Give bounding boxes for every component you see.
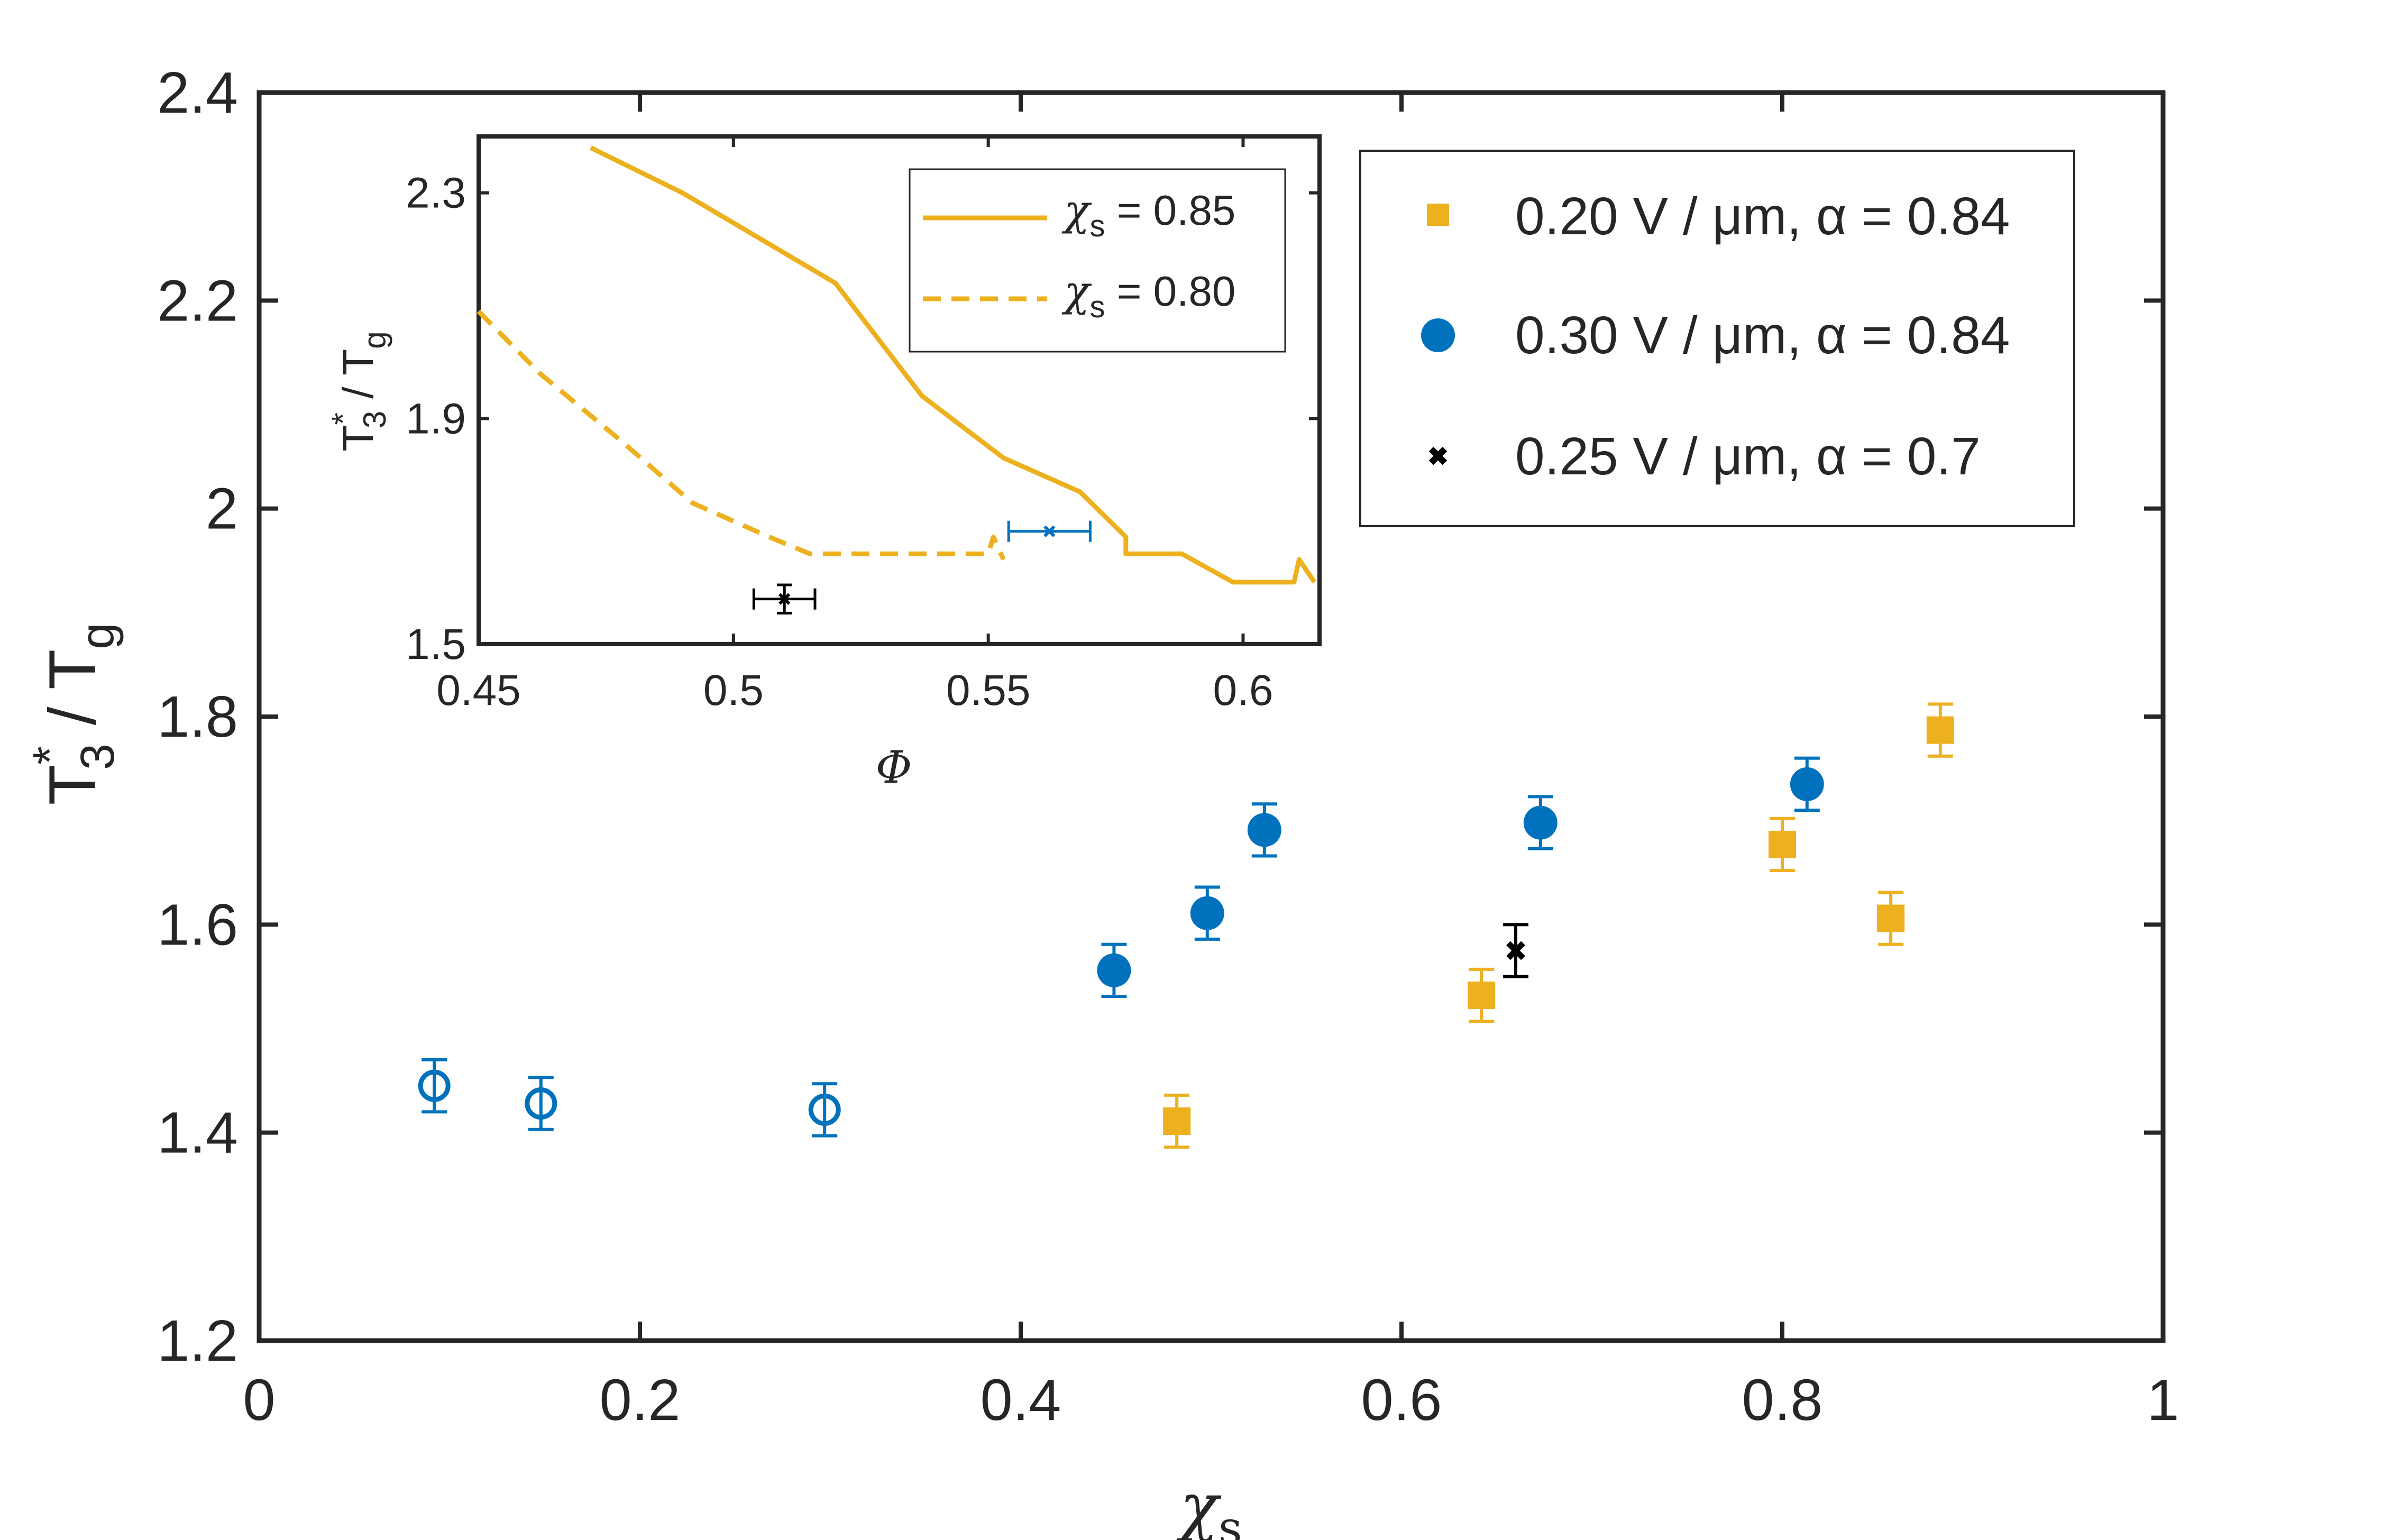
main-ytick-label: 1.2 <box>157 1308 238 1373</box>
main-point-s1 <box>1523 795 1558 850</box>
inset-xlabel: Φ <box>876 741 912 793</box>
main-circle-marker <box>1790 767 1824 801</box>
main-open-circle-marker <box>418 1069 451 1102</box>
main-square-marker <box>1877 904 1905 932</box>
main-point-s1 <box>808 1082 841 1138</box>
legend-label-0: 0.20 V / μm, α = 0.84 <box>1515 187 2010 246</box>
inset-point-s2 <box>1007 520 1092 542</box>
legend-label-2: 0.25 V / μm, α = 0.7 <box>1515 427 1981 486</box>
main-axis-ticks <box>257 90 2165 1343</box>
inset-ylabel: T*3 / Tg <box>325 331 392 451</box>
inset-ytick-label: 1.5 <box>406 620 466 668</box>
inset-x-marker <box>1043 525 1056 537</box>
main-xtick-label: 0.4 <box>981 1368 1061 1433</box>
main-point-s1 <box>525 1076 557 1131</box>
main-xlabel-chi: χ <box>1176 1470 1222 1540</box>
main-xtick-label: 0.2 <box>600 1368 681 1433</box>
main-ytick-label: 1.6 <box>157 892 238 957</box>
main-legend: 0.20 V / μm, α = 0.84 0.30 V / μm, α = 0… <box>1359 150 2075 527</box>
inset-x-marker <box>778 593 791 605</box>
main-x-marker <box>1506 941 1525 960</box>
inset-legend-label-0: χs = 0.85 <box>1061 186 1235 243</box>
main-point-s2 <box>1503 923 1528 978</box>
main-data-points <box>418 702 1954 1149</box>
inset-xtick-label: 0.55 <box>946 666 1031 714</box>
inset-legend-value-0: = 0.85 <box>1105 187 1235 234</box>
inset-legend-box <box>909 168 1286 353</box>
main-square-marker <box>1163 1107 1191 1135</box>
inset-chart: 0.45 0.5 0.55 0.6 1.5 1.9 2.3 Φ T*3 / Tg χs = … <box>325 134 1322 793</box>
main-point-s1 <box>1190 885 1224 941</box>
legend-square-marker <box>1427 204 1449 226</box>
main-ytick-label: 2.4 <box>157 60 238 125</box>
main-ytick-label: 1.4 <box>157 1101 238 1166</box>
main-point-s0 <box>1769 817 1796 873</box>
main-xtick-label: 0 <box>243 1368 275 1433</box>
main-xlabel-sub: s <box>1219 1501 1242 1540</box>
main-point-s0 <box>1468 967 1496 1023</box>
main-ytick-label: 1.8 <box>157 684 238 749</box>
main-circle-marker <box>1523 805 1558 840</box>
main-point-s1 <box>418 1058 451 1114</box>
main-legend-box <box>1359 150 2075 527</box>
inset-lines <box>477 145 1317 585</box>
main-square-marker <box>1926 716 1954 744</box>
inset-legend-label-1: χs = 0.80 <box>1061 267 1235 324</box>
main-point-s0 <box>1877 891 1905 946</box>
main-ytick-label: 2.2 <box>157 268 238 333</box>
main-point-s1 <box>1097 942 1131 998</box>
main-square-marker <box>1468 982 1496 1010</box>
main-xlabel: χs <box>1176 1470 1242 1540</box>
main-ylabel-text: T*3 / Tg <box>24 623 124 805</box>
legend-label-1: 0.30 V / μm, α = 0.84 <box>1515 306 2010 365</box>
main-circle-marker <box>1247 813 1281 847</box>
main-xtick-label: 0.8 <box>1742 1368 1823 1433</box>
main-point-s1 <box>1790 756 1824 812</box>
inset-legend: χs = 0.85 χs = 0.80 <box>909 168 1286 353</box>
inset-tick-labels: 0.45 0.5 0.55 0.6 1.5 1.9 2.3 <box>406 169 1273 714</box>
main-point-s1 <box>1247 802 1281 858</box>
main-ytick-label: 2 <box>206 476 238 542</box>
inset-line-solid <box>590 145 1317 585</box>
inset-axis-ticks <box>477 136 1320 646</box>
inset-data-points <box>752 520 1092 615</box>
inset-xtick-label: 0.6 <box>1213 666 1273 714</box>
inset-ytick-label: 1.9 <box>406 395 466 443</box>
main-circle-marker <box>1097 953 1131 987</box>
main-open-circle-marker <box>525 1087 557 1120</box>
main-tick-labels: 0 0.2 0.4 0.6 0.8 1 1.2 1.4 1.6 1.8 2 2.2 2.4 <box>157 60 2179 1433</box>
inset-xtick-label: 0.5 <box>703 666 764 714</box>
main-circle-marker <box>1190 896 1224 930</box>
main-open-circle-marker <box>808 1093 841 1126</box>
inset-line-dashed <box>477 309 1006 561</box>
inset-point-s3 <box>752 583 817 615</box>
main-xtick-label: 0.6 <box>1361 1368 1442 1433</box>
legend-circle-marker <box>1421 318 1455 352</box>
inset-ytick-label: 2.3 <box>406 169 466 217</box>
inset-ylabel-text: T*3 / Tg <box>325 331 392 451</box>
main-square-marker <box>1769 830 1796 858</box>
main-xtick-label: 1 <box>2147 1368 2179 1433</box>
inset-legend-value-1: = 0.80 <box>1105 268 1235 315</box>
main-point-s0 <box>1163 1093 1191 1149</box>
main-point-s0 <box>1926 702 1954 758</box>
legend-x-marker <box>1428 446 1448 465</box>
inset-xtick-label: 0.45 <box>436 666 521 714</box>
main-ylabel: T*3 / Tg <box>24 623 124 805</box>
